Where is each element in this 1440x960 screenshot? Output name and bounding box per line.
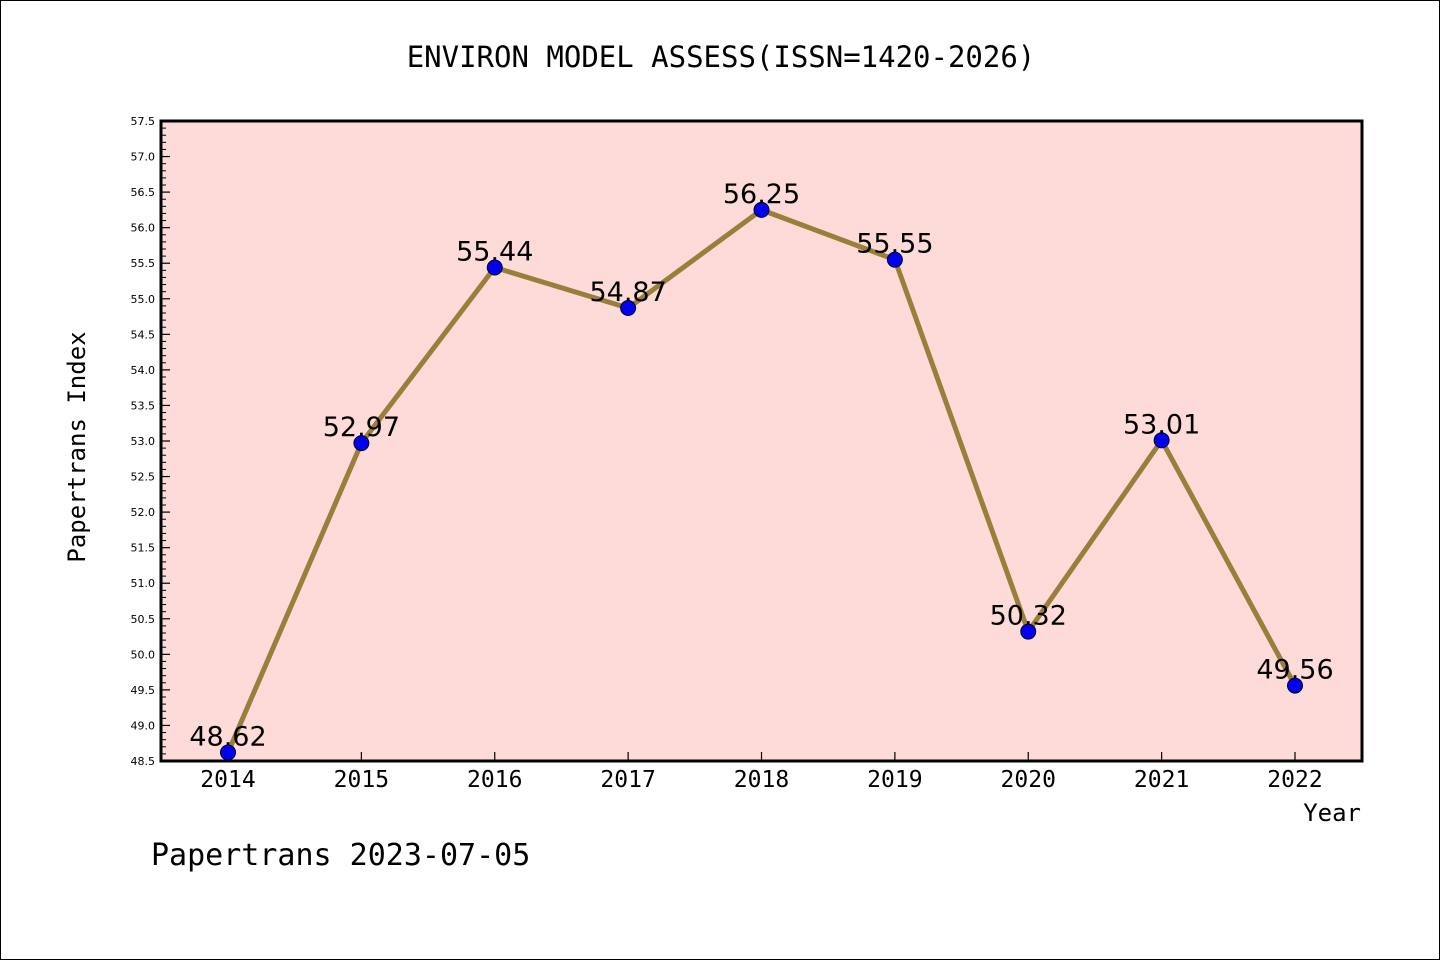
data-label: 56.25 bbox=[723, 179, 800, 210]
footer-credit: Papertrans 2023-07-05 bbox=[151, 838, 530, 873]
y-tick-label: 57.0 bbox=[131, 151, 156, 164]
data-point bbox=[620, 300, 637, 317]
x-tick-label: 2020 bbox=[1001, 767, 1056, 793]
series-line-group bbox=[220, 201, 1303, 761]
y-tick-label: 56.5 bbox=[131, 186, 156, 199]
data-label: 55.55 bbox=[856, 229, 933, 260]
data-label: 53.01 bbox=[1123, 409, 1200, 440]
data-point bbox=[486, 259, 503, 276]
y-tick-label: 54.5 bbox=[131, 328, 156, 341]
data-point bbox=[753, 201, 770, 218]
data-label: 52.97 bbox=[323, 412, 400, 443]
y-tick-label: 54.0 bbox=[131, 364, 156, 377]
data-point bbox=[1153, 432, 1170, 449]
y-tick-label: 55.0 bbox=[131, 293, 156, 306]
y-tick-label: 51.0 bbox=[131, 577, 156, 590]
x-tick-label: 2016 bbox=[467, 767, 522, 793]
x-tick-label: 2015 bbox=[334, 767, 389, 793]
y-tick-label: 50.0 bbox=[131, 648, 156, 661]
y-axis-label: Papertrans Index bbox=[63, 331, 91, 562]
y-tick-label: 48.5 bbox=[131, 755, 156, 768]
x-tick-label: 2021 bbox=[1134, 767, 1189, 793]
y-tick-label: 49.5 bbox=[131, 684, 156, 697]
x-tick-label: 2019 bbox=[867, 767, 922, 793]
y-tick-label: 50.5 bbox=[131, 613, 156, 626]
y-tick-label: 53.5 bbox=[131, 399, 156, 412]
y-tick-label: 52.5 bbox=[131, 471, 156, 484]
data-point bbox=[353, 435, 370, 452]
x-axis-label: Year bbox=[1303, 799, 1361, 827]
data-point bbox=[886, 251, 903, 268]
x-axis: 2014 2015 2016 2017 2018 2019 2020 2021 2022 bbox=[200, 752, 1323, 793]
data-label: 49.56 bbox=[1256, 655, 1333, 686]
data-label: 55.44 bbox=[456, 236, 533, 267]
data-point bbox=[1020, 623, 1037, 640]
data-point bbox=[220, 744, 236, 761]
x-tick-label: 2018 bbox=[734, 767, 789, 793]
y-tick-label: 51.5 bbox=[131, 542, 156, 555]
x-tick-label: 2017 bbox=[600, 767, 655, 793]
y-axis: 48.5 49.0 49.5 50.0 50.5 51.0 51.5 52.0 52.5 53.0… bbox=[131, 115, 170, 768]
data-label: 54.87 bbox=[589, 277, 666, 308]
x-tick-label: 2022 bbox=[1267, 767, 1322, 793]
chart-title: ENVIRON MODEL ASSESS(ISSN=1420-2026) bbox=[407, 40, 1036, 74]
y-tick-label: 57.5 bbox=[131, 115, 156, 128]
data-labels: 48.62 52.97 55.44 54.87 56.25 55.55 50.32 53.01… bbox=[189, 179, 1333, 753]
y-tick-label: 55.5 bbox=[131, 257, 156, 270]
y-tick-label: 56.0 bbox=[131, 222, 156, 235]
y-tick-label: 49.0 bbox=[131, 719, 156, 732]
y-tick-label: 53.0 bbox=[131, 435, 156, 448]
data-label: 48.62 bbox=[189, 721, 266, 752]
x-tick-label: 2014 bbox=[200, 767, 255, 793]
data-label: 50.32 bbox=[990, 601, 1067, 632]
data-point bbox=[1287, 677, 1303, 694]
y-tick-label: 52.0 bbox=[131, 506, 156, 519]
